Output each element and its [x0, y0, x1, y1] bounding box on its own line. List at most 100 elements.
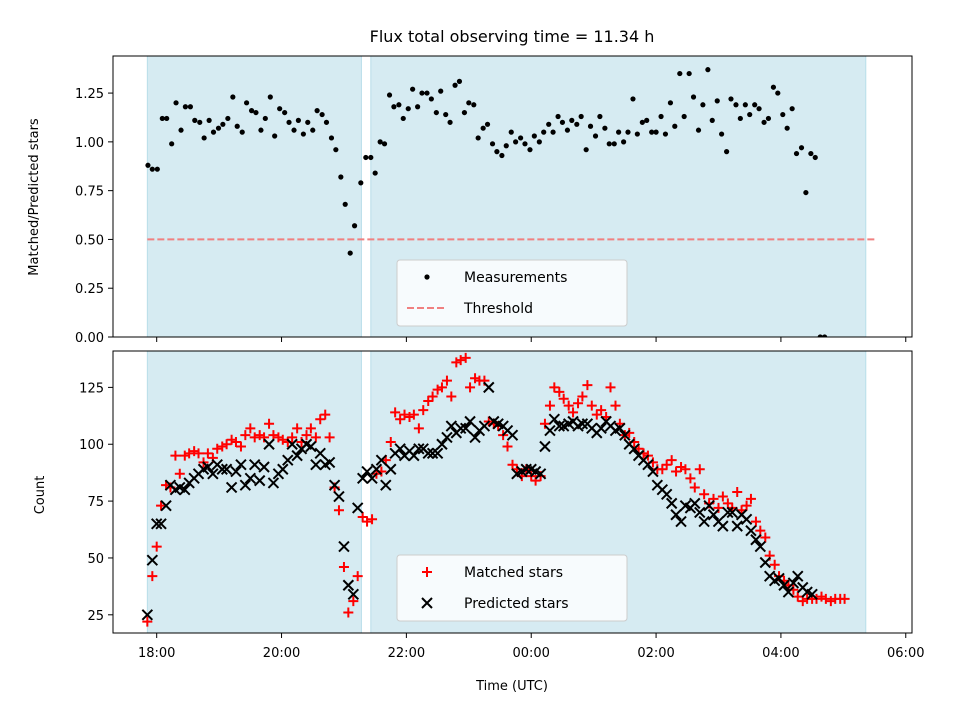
- predicted-stars-point: [207, 468, 219, 480]
- predicted-stars-point: [239, 479, 252, 491]
- measurements-point: [248, 108, 255, 114]
- predicted-stars-point: [141, 609, 154, 621]
- measurements-point: [798, 145, 805, 151]
- matched-stars-point: [193, 448, 204, 459]
- measurements-point: [812, 154, 818, 161]
- predicted-stars-point: [726, 506, 738, 519]
- matched-stars-point: [348, 596, 359, 607]
- measurements-point: [672, 123, 678, 129]
- measurements-point: [681, 113, 687, 120]
- matched-stars-point: [179, 450, 190, 461]
- matched-stars-point: [268, 430, 279, 441]
- matched-stars-point: [367, 514, 378, 525]
- matched-stars-point: [427, 391, 438, 402]
- matched-stars-point: [657, 464, 668, 475]
- measurements-point: [494, 149, 500, 155]
- matched-stars-point: [254, 430, 265, 441]
- predicted-stars-point: [665, 497, 678, 510]
- matched-stars-point: [549, 382, 560, 393]
- predicted-stars-point: [225, 481, 238, 494]
- x-tick-label: 18:00: [138, 646, 175, 661]
- measurements-point: [466, 100, 472, 106]
- predicted-stars-point: [248, 459, 261, 471]
- bottom-y-tick-label: 75: [87, 495, 104, 510]
- matched-stars-point: [792, 591, 803, 602]
- predicted-stars-point: [778, 579, 790, 591]
- predicted-stars-point: [422, 447, 434, 460]
- threshold-legend-label: Threshold: [463, 301, 533, 317]
- measurements-point: [559, 119, 566, 125]
- measurements-point: [756, 106, 762, 112]
- measurements-point: [625, 129, 631, 135]
- measurements-point: [447, 119, 453, 125]
- matched-stars-point: [202, 448, 213, 459]
- measurements-point: [742, 102, 748, 108]
- predicted-stars-point: [150, 518, 163, 530]
- measurements-point: [793, 150, 800, 157]
- measurements-point: [602, 125, 608, 131]
- matched-stars-point: [605, 382, 616, 393]
- predicted-stars-point: [647, 465, 659, 478]
- matched-stars-point: [184, 448, 195, 459]
- matched-stars-point: [755, 525, 766, 536]
- predicted-stars-point: [179, 484, 191, 496]
- measurements-point: [272, 133, 278, 139]
- x-tick-label: 02:00: [637, 646, 674, 661]
- measurements-point: [724, 149, 730, 155]
- matched-stars-point: [610, 400, 621, 411]
- matched-stars-point: [212, 443, 223, 454]
- predicted-stars-point: [385, 463, 397, 475]
- matched-stars-point: [699, 489, 710, 500]
- predicted-stars-point: [459, 422, 472, 435]
- measurements-point: [206, 117, 212, 123]
- predicted-stars-point: [305, 440, 317, 453]
- measurements-point: [789, 106, 795, 112]
- matched-stars-legend-label: Matched stars: [464, 565, 563, 581]
- matched-stars-point: [750, 516, 761, 527]
- predicted-stars-point: [310, 459, 322, 471]
- predicted-stars-point: [670, 509, 682, 521]
- matched-stars-point: [174, 468, 185, 479]
- predicted-stars-point: [230, 465, 242, 478]
- measurements-point: [182, 104, 189, 110]
- matched-stars-point: [760, 532, 771, 543]
- matched-stars-point: [839, 593, 850, 604]
- measurements-legend-label: Measurements: [464, 270, 567, 286]
- matched-stars-point: [680, 464, 691, 475]
- bottom-legend: Matched stars Predicted stars: [396, 554, 628, 622]
- matched-stars-point: [460, 352, 471, 363]
- predicted-stars-point: [731, 520, 743, 532]
- measurements-point: [550, 129, 556, 135]
- measurements-point: [338, 174, 344, 180]
- measurements-point: [342, 201, 348, 207]
- measurements-point: [761, 119, 767, 125]
- bottom-y-axis-label: Count: [33, 476, 48, 515]
- matched-stars-point: [816, 591, 827, 602]
- measurements-point: [690, 94, 697, 100]
- x-tick-label: 04:00: [762, 646, 799, 661]
- matched-stars-point: [399, 409, 410, 420]
- measurements-point: [686, 70, 692, 77]
- measurements-point: [197, 119, 203, 125]
- measurements-point: [230, 94, 236, 100]
- bottom-y-tick-label: 100: [79, 438, 104, 453]
- measurements-point: [644, 117, 650, 123]
- predicted-stars-point: [464, 415, 476, 428]
- measurements-point: [653, 129, 659, 135]
- matched-stars-point: [769, 559, 780, 570]
- matched-stars-point: [741, 500, 752, 511]
- top-y-tick-label: 1.00: [75, 136, 104, 151]
- matched-stars-point: [745, 493, 756, 504]
- matched-stars-point: [470, 373, 481, 384]
- predicted-stars-point: [539, 440, 551, 453]
- measurements-point: [286, 119, 292, 125]
- measurements-point: [400, 115, 406, 122]
- measurements-point: [386, 92, 393, 98]
- predicted-stars-point: [759, 556, 772, 569]
- measurements-point: [363, 154, 369, 161]
- predicted-stars-point: [703, 499, 715, 512]
- predicted-stars-point: [717, 520, 729, 532]
- measurements-point: [621, 139, 627, 145]
